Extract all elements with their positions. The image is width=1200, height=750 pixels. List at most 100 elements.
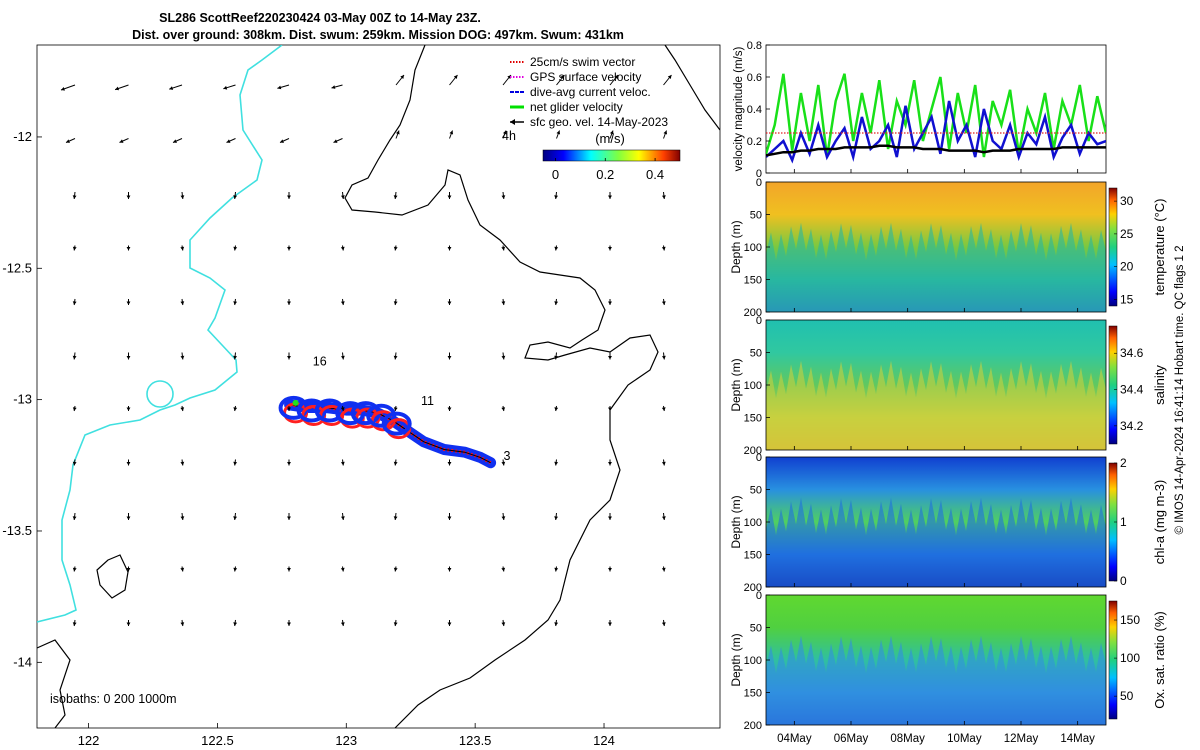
velocity-arrow-head: [287, 461, 291, 466]
velocity-arrow-head: [233, 355, 238, 360]
depth-y-tick-label: 200: [744, 445, 762, 457]
depth-colorbar-tick-label: 20: [1120, 260, 1134, 274]
velocity-arrow-head: [180, 246, 185, 251]
track-day-labels: 16 11 3: [313, 354, 511, 463]
depth-wave-layer: [766, 635, 1106, 725]
velocity-arrow-head: [126, 407, 131, 411]
depth-colorbar-label: Ox. sat. ratio (%): [1152, 611, 1167, 709]
velocity-series-line: [766, 100, 1106, 164]
velocity-arrow-head: [180, 567, 185, 572]
velocity-arrow-head: [393, 622, 398, 626]
velocity-arrow-head: [180, 355, 185, 360]
velocity-arrow-head: [287, 567, 291, 572]
depth-y-tick-label: 150: [744, 275, 762, 287]
velocity-arrow-head: [608, 567, 612, 572]
velocity-arrow-head: [226, 139, 231, 143]
velocity-arrow-head: [233, 246, 238, 251]
depth-ylabel: Depth (m): [729, 220, 743, 273]
depth-colorbar-label: chl-a (mg m-3): [1152, 480, 1167, 565]
velocity-arrow-head: [393, 516, 398, 520]
depth-colorbar-label: salinity: [1152, 365, 1167, 405]
velocity-arrow-head: [287, 622, 291, 626]
legend-label: sfc geo. vel. 14-May-2023: [530, 115, 668, 129]
velocity-arrow-head: [233, 195, 238, 199]
velocity-arrow-head: [661, 301, 666, 305]
velocity-arrow-head: [554, 301, 559, 305]
track-loop-blue: [381, 411, 412, 436]
track-loop-blue: [335, 401, 366, 426]
velocity-arrow-head: [331, 85, 336, 89]
velocity-y-tick-label: 0: [756, 168, 762, 180]
velocity-arrow-head: [608, 461, 612, 466]
velocity-arrow-head: [608, 355, 612, 360]
velocity-arrow-head: [393, 407, 398, 411]
velocity-arrow-head: [614, 75, 618, 79]
time-tick-label: 04May: [777, 733, 812, 745]
time-axis-ticks: 04May 06May 08May 10May 12May 14May: [777, 733, 1095, 745]
velocity-arrow-head: [126, 246, 131, 251]
velocity-arrow-head: [393, 301, 398, 305]
map-x-tick-label: 123: [335, 733, 357, 748]
velocity-arrow-head: [609, 130, 614, 135]
depth-y-tick-label: 150: [744, 413, 762, 425]
velocity-arrow-head: [72, 461, 77, 466]
velocity-arrow-head: [501, 567, 506, 572]
velocity-y-tick-label: 0.4: [747, 104, 762, 116]
velocity-arrow-head: [280, 139, 284, 143]
depth-wave-layer: [766, 222, 1106, 312]
depth-wave-layer: [766, 497, 1106, 587]
velocity-y-tick-label: 0.2: [747, 136, 762, 148]
depth-colorbar: [1108, 600, 1118, 720]
velocity-arrow-head: [501, 355, 506, 360]
velocity-arrow-head: [393, 567, 398, 572]
track-day-label: 3: [504, 449, 511, 463]
depth-y-tick-label: 100: [744, 655, 762, 667]
map-x-tick-label: 123.5: [459, 733, 492, 748]
velocity-arrow-head: [554, 622, 559, 626]
velocity-series-line: [766, 73, 1106, 158]
time-tick-label: 08May: [890, 733, 925, 745]
velocity-arrow-head: [180, 516, 185, 520]
track-loop-blue: [296, 398, 327, 423]
track-start-marker: [292, 399, 299, 406]
velocity-arrow-head: [661, 622, 666, 626]
depth-colorbar: [1108, 187, 1118, 307]
figure-title-line1: SL286 ScottReef220230424 03-May 00Z to 1…: [159, 11, 481, 25]
velocity-arrow-head: [119, 139, 124, 143]
depth-y-tick-label: 150: [744, 550, 762, 562]
velocity-arrow-head: [72, 622, 77, 626]
map-colorbar: [542, 149, 681, 162]
depth-colorbar-tick-label: 34.2: [1120, 419, 1144, 433]
map-x-tick-label: 122.5: [201, 733, 234, 748]
legend-label: GPS surface velocity: [530, 70, 641, 84]
time-tick-label: 14May: [1060, 733, 1095, 745]
depth-colorbar-tick-label: 2: [1120, 456, 1127, 470]
velocity-arrow-head: [72, 407, 77, 411]
depth-section-waves: [766, 497, 1106, 587]
velocity-arrow-head: [180, 195, 185, 199]
depth-y-tick-label: 200: [744, 720, 762, 732]
velocity-arrow-head: [393, 461, 398, 466]
velocity-arrow-head: [447, 407, 452, 411]
velocity-arrow-head: [608, 516, 612, 520]
depth-y-tick-label: 0: [756, 177, 762, 189]
map-y-tick-label: -12: [13, 129, 32, 144]
velocity-arrow-head: [661, 516, 666, 520]
velocity-arrow-head: [554, 516, 559, 520]
velocity-arrow-head: [223, 85, 228, 90]
velocity-series-line: [766, 144, 1106, 157]
map-colorbar-ticks: 0 0.2 0.4: [552, 158, 664, 182]
velocity-arrow-head: [554, 567, 559, 572]
velocity-arrow-head: [72, 567, 77, 572]
velocity-arrow-head: [61, 87, 65, 91]
velocity-arrow-head: [340, 567, 345, 572]
map-y-tick-label: -12.5: [2, 260, 32, 275]
velocity-arrow-head: [340, 622, 345, 626]
map-y-ticks: -12 -12.5 -13 -13.5 -14: [2, 129, 42, 669]
velocity-arrow-head: [72, 195, 77, 199]
velocity-arrow-head: [608, 195, 612, 199]
velocity-arrow-head: [661, 195, 666, 199]
velocity-arrow-head: [72, 301, 77, 305]
